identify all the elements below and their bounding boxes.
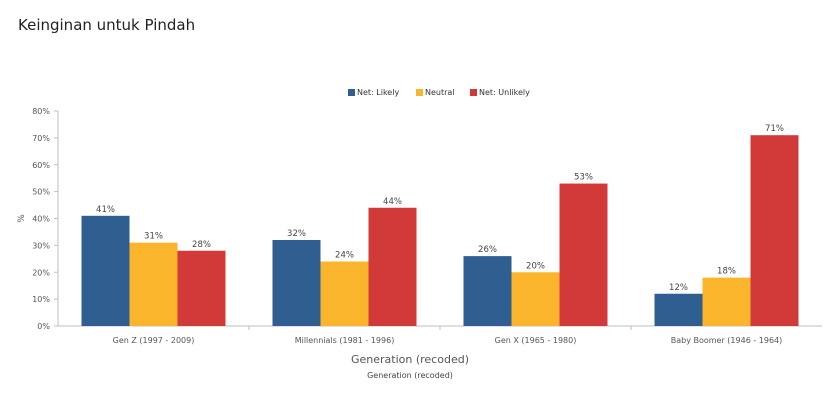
bar [272,240,321,326]
y-tick-label: 80% [32,107,50,116]
bar [129,242,178,326]
bar [702,277,751,326]
data-label: 41% [96,205,115,215]
bar [81,215,130,326]
x-tick-label: Baby Boomer (1946 - 1964) [671,336,783,345]
x-tick-label: Gen X (1965 - 1980) [495,336,577,345]
y-tick-label: 70% [32,134,50,143]
x-axis-title: Generation (recoded) [351,353,469,366]
y-tick-label: 30% [32,241,50,250]
legend-swatch [348,89,355,96]
x-tick-label: Millennials (1981 - 1996) [295,336,395,345]
data-label: 71% [765,124,784,134]
bar [511,272,560,326]
y-tick-label: 0% [37,322,50,331]
data-label: 12% [669,283,688,293]
bar [559,183,608,326]
chart-axes: 0% 10% 20% 30% 40% 50% 60% 70% 80% Gen Z (1997 - … [32,107,822,345]
bar [750,135,799,326]
data-label: 20% [526,261,545,271]
data-label: 31% [144,232,163,242]
x-tick-label: Gen Z (1997 - 2009) [113,336,195,345]
data-label: 32% [287,229,306,239]
chart-legend: Net: Likely Neutral Net: Unlikely [348,88,530,97]
bar [368,207,417,326]
bar [463,256,512,326]
legend-swatch [416,89,423,96]
data-label: 24% [335,251,354,261]
data-label: 53% [574,173,593,183]
legend-label: Net: Unlikely [479,88,530,97]
data-label: 28% [192,240,211,250]
data-label: 26% [478,245,497,255]
legend-swatch [470,89,477,96]
legend-label: Neutral [425,88,455,97]
y-tick-label: 60% [32,161,50,170]
data-label: 18% [717,267,736,277]
legend-label: Net: Likely [357,88,399,97]
bar [320,261,369,326]
chart-bars [81,135,799,326]
data-label: 44% [383,197,402,207]
x-axis-subtitle: Generation (recoded) [367,371,453,380]
y-tick-label: 40% [32,215,50,224]
y-tick-label: 20% [32,268,50,277]
bar [654,293,703,326]
bar [177,250,226,326]
chart-data-labels: 41% 31% 28% 32% 24% 44% 26% 20% 53% 12% 18% 71% [96,124,784,293]
y-axis-title: % [17,214,27,223]
page-title: Keinginan untuk Pindah [18,16,196,34]
y-tick-label: 10% [32,295,50,304]
y-tick-label: 50% [32,188,50,197]
